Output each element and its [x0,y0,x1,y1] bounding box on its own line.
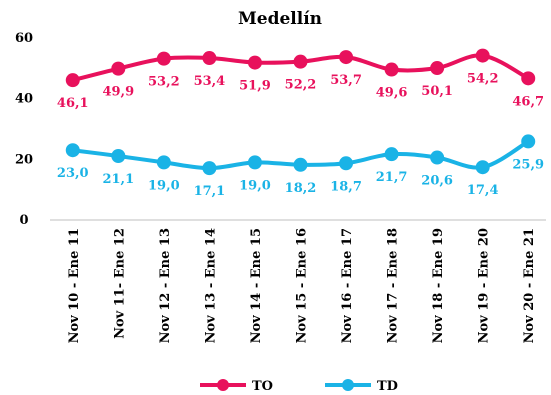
x-tick-label: Nov 17 - Ene 18 [386,228,401,343]
data-label: 53,2 [148,75,180,90]
data-label: 52,2 [285,78,317,93]
axes: 0 20 40 60 Nov 10 - Ene 11 Nov 11- Ene 12 Nov … [15,31,546,343]
data-point [111,148,126,163]
legend-label: TO [252,379,273,394]
data-label: 17,4 [467,183,499,198]
data-point [65,73,80,88]
y-tick-label: 40 [15,92,33,107]
data-label: 18,7 [330,179,362,194]
x-tick-label: Nov 12 - Ene 13 [158,228,173,343]
data-point [247,155,262,170]
data-point [430,150,445,165]
data-label: 19,0 [239,178,271,193]
series-to: 46,1 49,9 53,2 53,4 51,9 52,2 53,7 49,6 50,1 54,2… [57,48,544,111]
data-label: 53,4 [194,74,226,89]
data-point [293,54,308,69]
x-tick-label: Nov 10 - Ene 11 [67,228,82,343]
data-label: 20,6 [421,174,453,189]
data-label: 19,0 [148,178,180,193]
data-point [202,51,217,66]
legend-item-to: TO [200,379,273,394]
x-tick-label: Nov 13 - Ene 14 [203,228,218,343]
data-point [339,50,354,65]
data-label: 54,2 [467,72,499,87]
legend-item-td: TD [325,379,398,394]
data-label: 50,1 [421,84,453,99]
data-label: 17,1 [194,184,226,199]
series-layer: 46,1 49,9 53,2 53,4 51,9 52,2 53,7 49,6 50,1 54,2… [57,48,544,199]
x-tick-label: Nov 14 - Ene 15 [249,228,264,343]
data-point [111,61,126,76]
data-label: 21,1 [102,172,134,187]
chart-title: Medellín [238,9,322,29]
legend-swatch-marker [217,379,229,391]
y-tick-label: 60 [15,31,33,46]
legend-label: TD [377,379,398,394]
data-label: 51,9 [239,79,271,94]
data-point [521,71,536,86]
data-point [202,161,217,176]
x-tick-label: Nov 15 - Ene 16 [295,228,310,343]
data-point [156,51,171,66]
data-label: 25,9 [512,157,544,172]
data-label: 18,2 [285,181,317,196]
data-point [384,147,399,162]
y-tick-label: 0 [19,213,28,228]
legend-swatch-marker [342,379,354,391]
y-tick-label: 20 [15,152,33,167]
data-point [521,134,536,149]
series-td: 23,0 21,1 19,0 17,1 19,0 18,2 18,7 21,7 20,6 17,4… [57,134,544,199]
x-tick-label: Nov 11- Ene 12 [112,228,127,339]
data-point [247,55,262,70]
data-point [339,156,354,171]
legend: TO TD [200,379,398,394]
data-point [156,155,171,170]
data-label: 49,6 [376,86,408,101]
data-point [430,61,445,76]
data-point [65,143,80,158]
data-label: 46,7 [512,94,544,109]
data-label: 23,0 [57,166,89,181]
data-label: 49,9 [102,85,134,100]
data-point [293,157,308,172]
x-tick-label: Nov 18 - Ene 19 [431,228,446,343]
data-label: 21,7 [376,170,408,185]
data-label: 53,7 [330,73,362,88]
x-tick-label: Nov 16 - Ene 17 [340,228,355,343]
data-label: 46,1 [57,96,89,111]
x-tick-label: Nov 20 - Ene 21 [522,228,537,343]
data-point [475,160,490,175]
x-tick-label: Nov 19 - Ene 20 [477,228,492,343]
data-point [384,62,399,77]
data-point [475,48,490,63]
